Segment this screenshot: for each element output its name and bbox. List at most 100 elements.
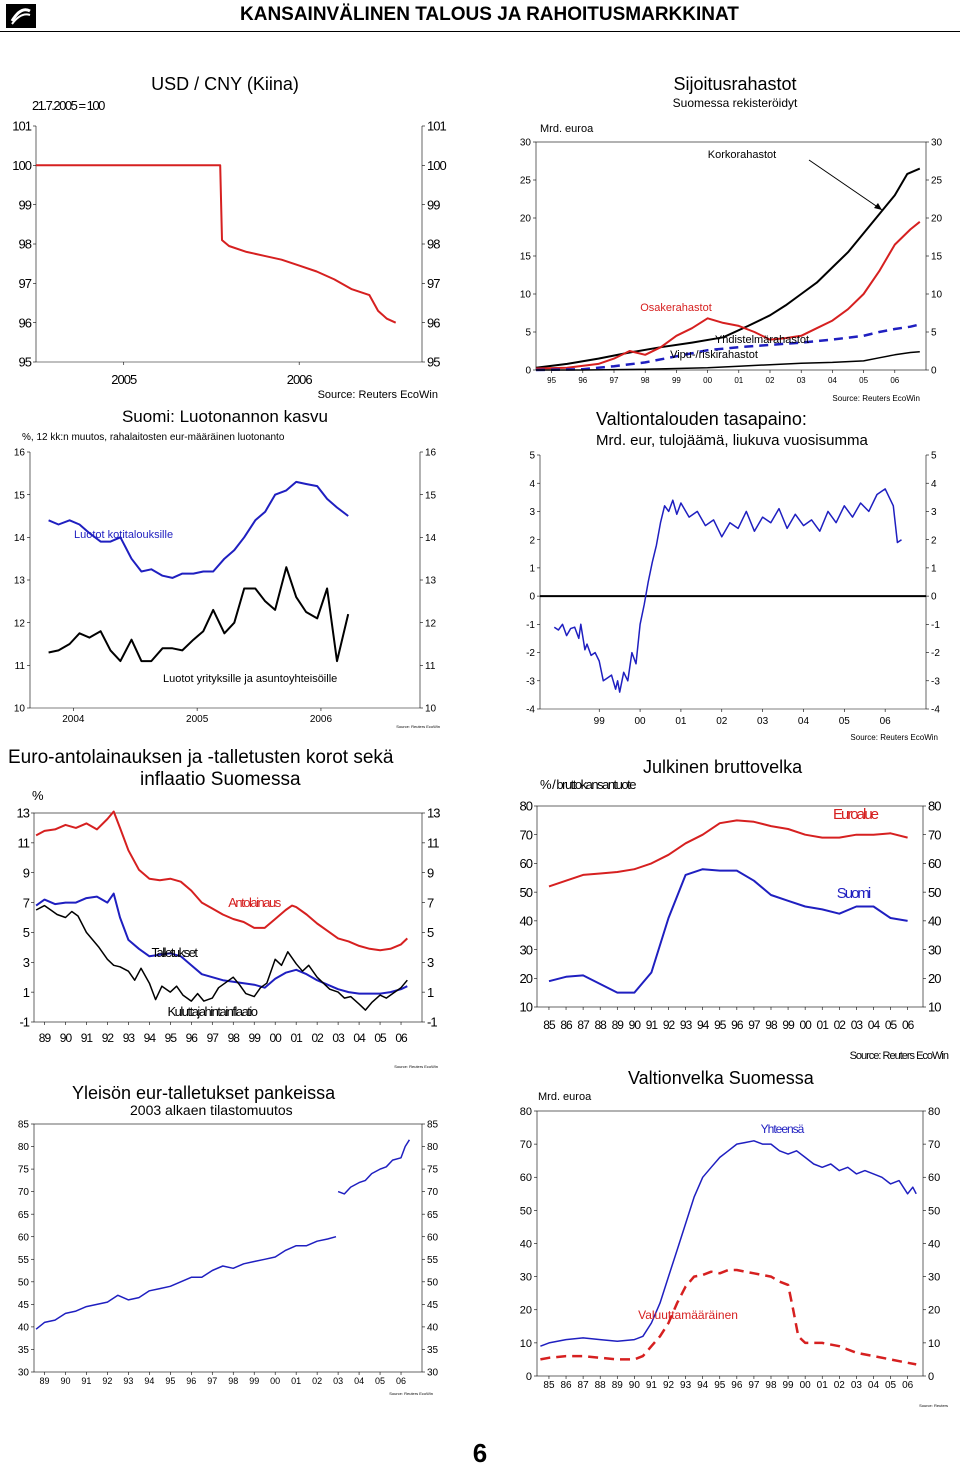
y-tick-label: 40 [520, 1238, 532, 1250]
y-tick-label: 30 [931, 138, 943, 149]
y-tick-label: 5 [525, 328, 531, 339]
y-tick-label: 11 [15, 661, 26, 672]
y-tick-label: 98 [427, 237, 440, 252]
y-tick-label: 1 [23, 985, 30, 1000]
x-tick-label: 2005 [111, 372, 137, 387]
y-tick-label: 0 [928, 1371, 934, 1383]
x-tick-label: 93 [123, 1376, 133, 1386]
y-tick-label: 5 [529, 451, 535, 462]
x-tick-label: 96 [731, 1380, 743, 1391]
x-tick-label: 05 [885, 1380, 897, 1391]
y-tick-label: 70 [520, 827, 533, 842]
y-tick-label: 2 [931, 535, 937, 546]
y-tick-label: 95 [427, 355, 440, 370]
x-tick-label: 97 [207, 1376, 217, 1386]
page-number: 6 [472, 1438, 488, 1468]
series-label: Vipu-/riskirahastot [670, 349, 758, 361]
x-tick-label: 95 [165, 1376, 175, 1386]
chart-subtitle: Suomessa rekisteröidyt [673, 96, 798, 110]
x-tick-label: 03 [333, 1376, 343, 1386]
chart-unit-label: % [32, 788, 44, 803]
y-tick-label: 11 [18, 836, 30, 851]
y-tick-label: 60 [520, 1172, 532, 1184]
series-line-1 [535, 221, 921, 370]
x-tick-label: 99 [249, 1031, 262, 1045]
y-tick-label: 13 [425, 576, 437, 587]
series-line-0 [535, 167, 921, 369]
x-tick-label: 04 [353, 1031, 366, 1045]
x-tick-label: 95 [714, 1380, 726, 1391]
x-tick-label: 01 [734, 376, 743, 385]
y-tick-label: 30 [928, 942, 941, 957]
annotation-arrowhead [874, 203, 882, 210]
y-tick-label: -1 [427, 1015, 437, 1030]
x-tick-label: 90 [629, 1018, 642, 1032]
y-tick-label: 20 [520, 1305, 532, 1317]
y-tick-label: 5 [931, 328, 937, 339]
x-tick-label: 05 [885, 1018, 898, 1032]
series-line-1 [35, 892, 408, 995]
x-tick-label: 2005 [186, 714, 209, 725]
x-tick-label: 02 [716, 716, 728, 727]
y-tick-label: 30 [427, 1368, 439, 1379]
y-tick-label: 4 [529, 479, 535, 490]
series-label: Yhdistelmärahastot [715, 334, 809, 346]
series-line-3 [536, 351, 920, 371]
x-tick-label: 98 [228, 1031, 241, 1045]
x-tick-label: 96 [731, 1018, 744, 1032]
y-tick-label: 3 [529, 507, 535, 518]
series-line-0 [540, 1140, 917, 1347]
x-tick-label: 97 [748, 1380, 760, 1391]
x-tick-label: 98 [641, 376, 650, 385]
x-tick-label: 01 [675, 716, 687, 727]
chart-unit-label: Mrd. euroa [538, 1091, 592, 1103]
x-tick-label: 02 [766, 376, 775, 385]
y-tick-label: 3 [427, 955, 434, 970]
x-tick-label: 86 [560, 1380, 572, 1391]
x-tick-label: 01 [817, 1018, 830, 1032]
x-tick-label: 96 [186, 1376, 196, 1386]
y-tick-label: 35 [427, 1345, 439, 1356]
y-tick-label: 97 [427, 276, 440, 291]
x-tick-label: 05 [839, 716, 851, 727]
x-tick-label: 03 [757, 716, 769, 727]
y-tick-label: 25 [931, 176, 943, 187]
y-tick-label: 98 [19, 237, 32, 252]
y-tick-label: 50 [520, 1205, 532, 1217]
y-tick-label: 97 [19, 276, 32, 291]
x-tick-label: 01 [817, 1380, 829, 1391]
y-tick-label: 5 [23, 925, 30, 940]
plot-frame [33, 812, 423, 1023]
y-tick-label: 99 [427, 197, 440, 212]
x-tick-label: 96 [186, 1031, 199, 1045]
x-tick-label: 93 [680, 1380, 692, 1391]
y-tick-label: 10 [931, 290, 943, 301]
y-tick-label: 14 [425, 533, 437, 544]
chart-source: Source: Reuters EcoWin [850, 1050, 949, 1062]
y-tick-label: 100 [427, 158, 446, 173]
y-tick-label: 50 [18, 1277, 30, 1288]
plot-frame [536, 805, 924, 1008]
y-tick-label: 70 [18, 1187, 30, 1198]
x-tick-label: 99 [782, 1018, 795, 1032]
x-tick-label: 04 [798, 716, 810, 727]
y-tick-label: 15 [14, 490, 26, 501]
y-tick-label: 1 [427, 985, 434, 1000]
y-tick-label: 1 [931, 563, 937, 574]
x-tick-label: 98 [765, 1380, 777, 1391]
x-tick-label: 2006 [310, 714, 333, 725]
y-tick-label: 9 [23, 865, 30, 880]
y-tick-label: 3 [931, 507, 937, 518]
x-tick-label: 91 [646, 1018, 659, 1032]
chart-source: Source: Reuters EcoWin [389, 1391, 433, 1396]
x-tick-label: 06 [396, 1376, 406, 1386]
y-tick-label: 13 [17, 806, 30, 821]
x-tick-label: 01 [290, 1031, 303, 1045]
plot-frame [33, 1123, 423, 1373]
y-tick-label: 30 [520, 138, 532, 149]
chart-subtitle: %, 12 kk:n muutos, rahalaitosten eur-mää… [22, 432, 285, 443]
page-title: KANSAINVÄLINEN TALOUS JA RAHOITUSMARKKIN… [240, 4, 739, 25]
x-tick-label: 97 [748, 1018, 761, 1032]
x-tick-label: 95 [714, 1018, 727, 1032]
